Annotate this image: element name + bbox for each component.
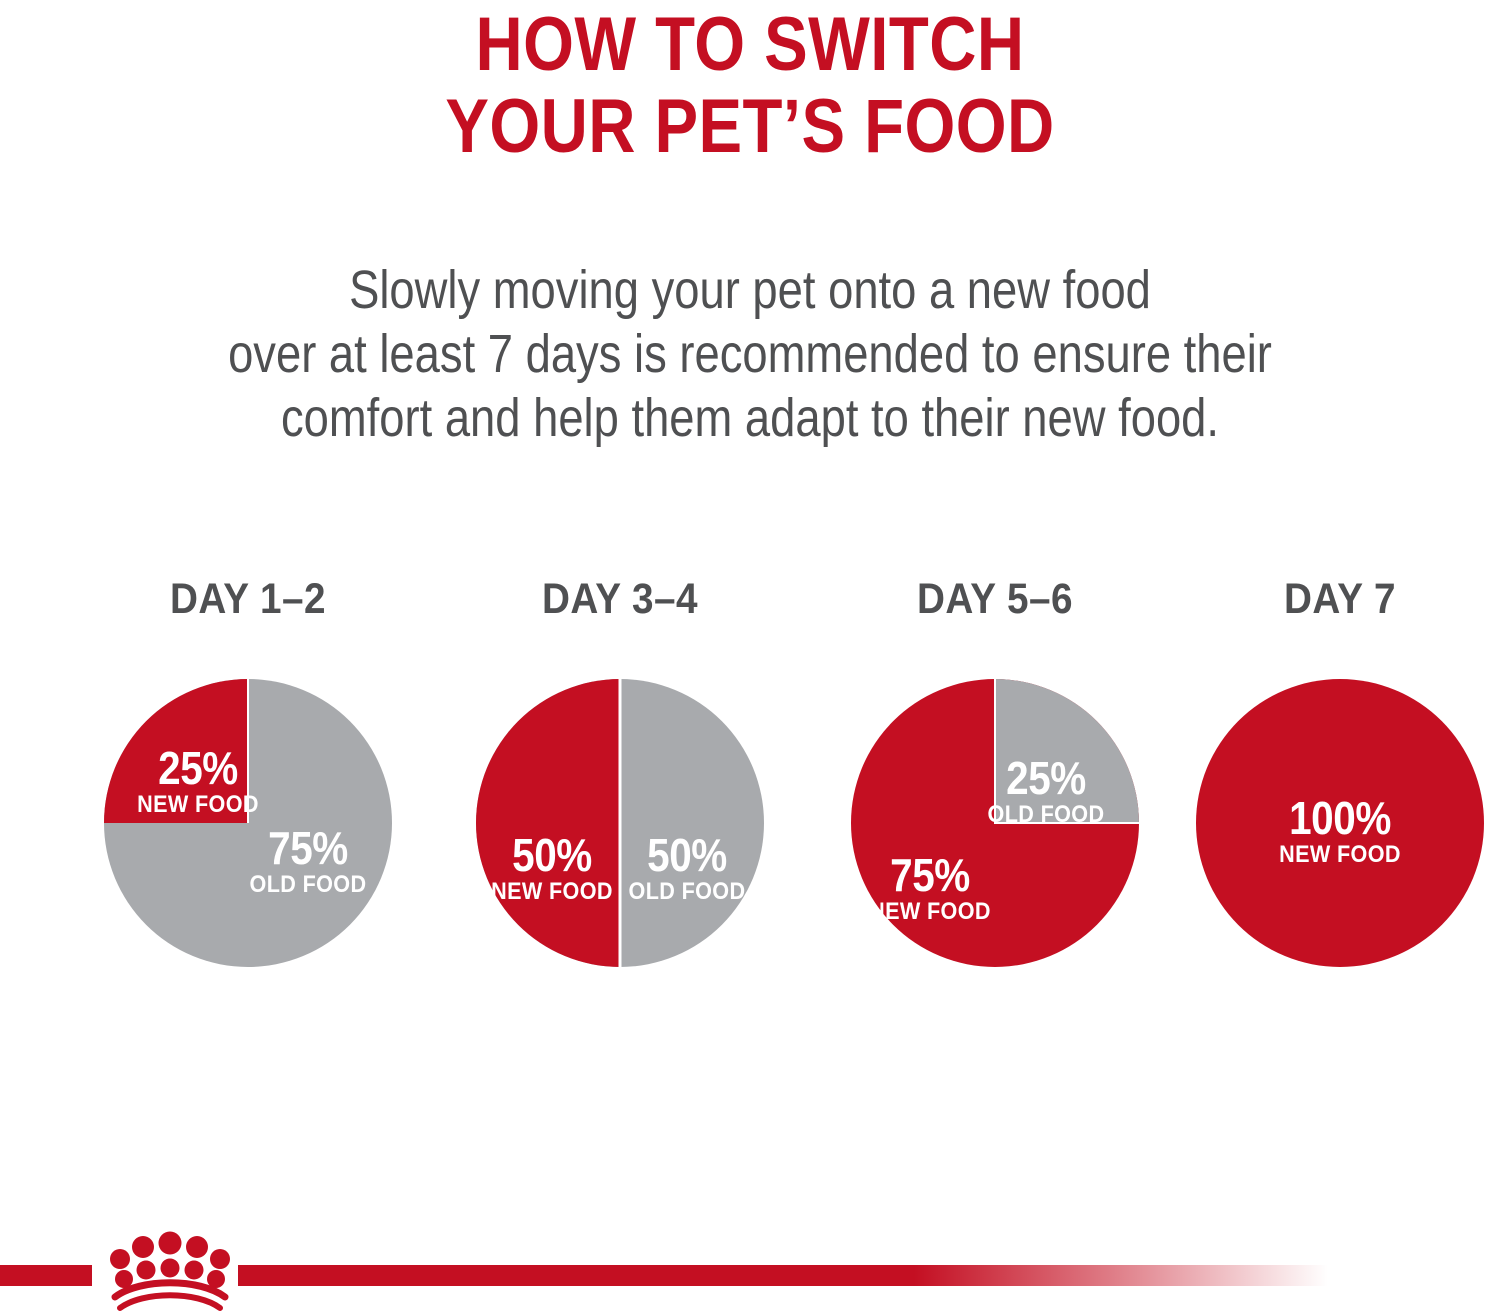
intro-line-1: Slowly moving your pet onto a new food (349, 260, 1151, 320)
intro-line-3: comfort and help them adapt to their new… (280, 388, 1220, 448)
footer-rule-right (238, 1265, 1328, 1286)
pie-chart-day-7: 100% NEW FOOD (1195, 678, 1485, 968)
royal-canin-crown-icon (110, 1231, 230, 1311)
pie-group-day-5-6: DAY 5–6 25% OLD FOOD 75% NEW FOOD (830, 576, 1160, 968)
day-label-1: DAY 1–2 (170, 575, 326, 623)
intro-paragraph: Slowly moving your pet onto a new food o… (0, 258, 1500, 450)
pie-chart-row: DAY 1–2 25% NEW FOOD 75% OLD FOOD DAY 3–… (0, 576, 1500, 976)
pie-group-day-7: DAY 7 100% NEW FOOD (1175, 576, 1500, 968)
pie-svg-day-1-2 (104, 679, 392, 967)
pie-slice-new-food (476, 679, 620, 967)
page-title-line-2: YOUR PET’S FOOD (445, 84, 1055, 169)
footer-brand-bar (0, 1228, 1500, 1313)
page-title: HOW TO SWITCH YOUR PET’S FOOD (0, 4, 1500, 168)
pie-svg-day-7 (1196, 679, 1484, 967)
pie-slice-new-food (1196, 679, 1484, 967)
pie-slice-new-food (104, 679, 248, 823)
pie-chart-day-5-6: 25% OLD FOOD 75% NEW FOOD (850, 678, 1140, 968)
pie-svg-day-3-4 (476, 679, 764, 967)
day-label-4: DAY 7 (1284, 575, 1396, 623)
pie-slice-old-food (995, 679, 1139, 823)
pie-group-day-3-4: DAY 3–4 50% NEW FOOD 50% OLD FOOD (455, 576, 785, 968)
pie-group-day-1-2: DAY 1–2 25% NEW FOOD 75% OLD FOOD (83, 576, 413, 968)
intro-line-2: over at least 7 days is recommended to e… (228, 324, 1272, 384)
day-label-3: DAY 5–6 (917, 575, 1073, 623)
pie-svg-day-5-6 (851, 679, 1139, 967)
page-title-line-1: HOW TO SWITCH (475, 2, 1025, 87)
pie-chart-day-3-4: 50% NEW FOOD 50% OLD FOOD (475, 678, 765, 968)
pie-chart-day-1-2: 25% NEW FOOD 75% OLD FOOD (103, 678, 393, 968)
footer-rule-left (0, 1265, 92, 1286)
pie-divider (994, 679, 1139, 824)
day-label-2: DAY 3–4 (542, 575, 698, 623)
